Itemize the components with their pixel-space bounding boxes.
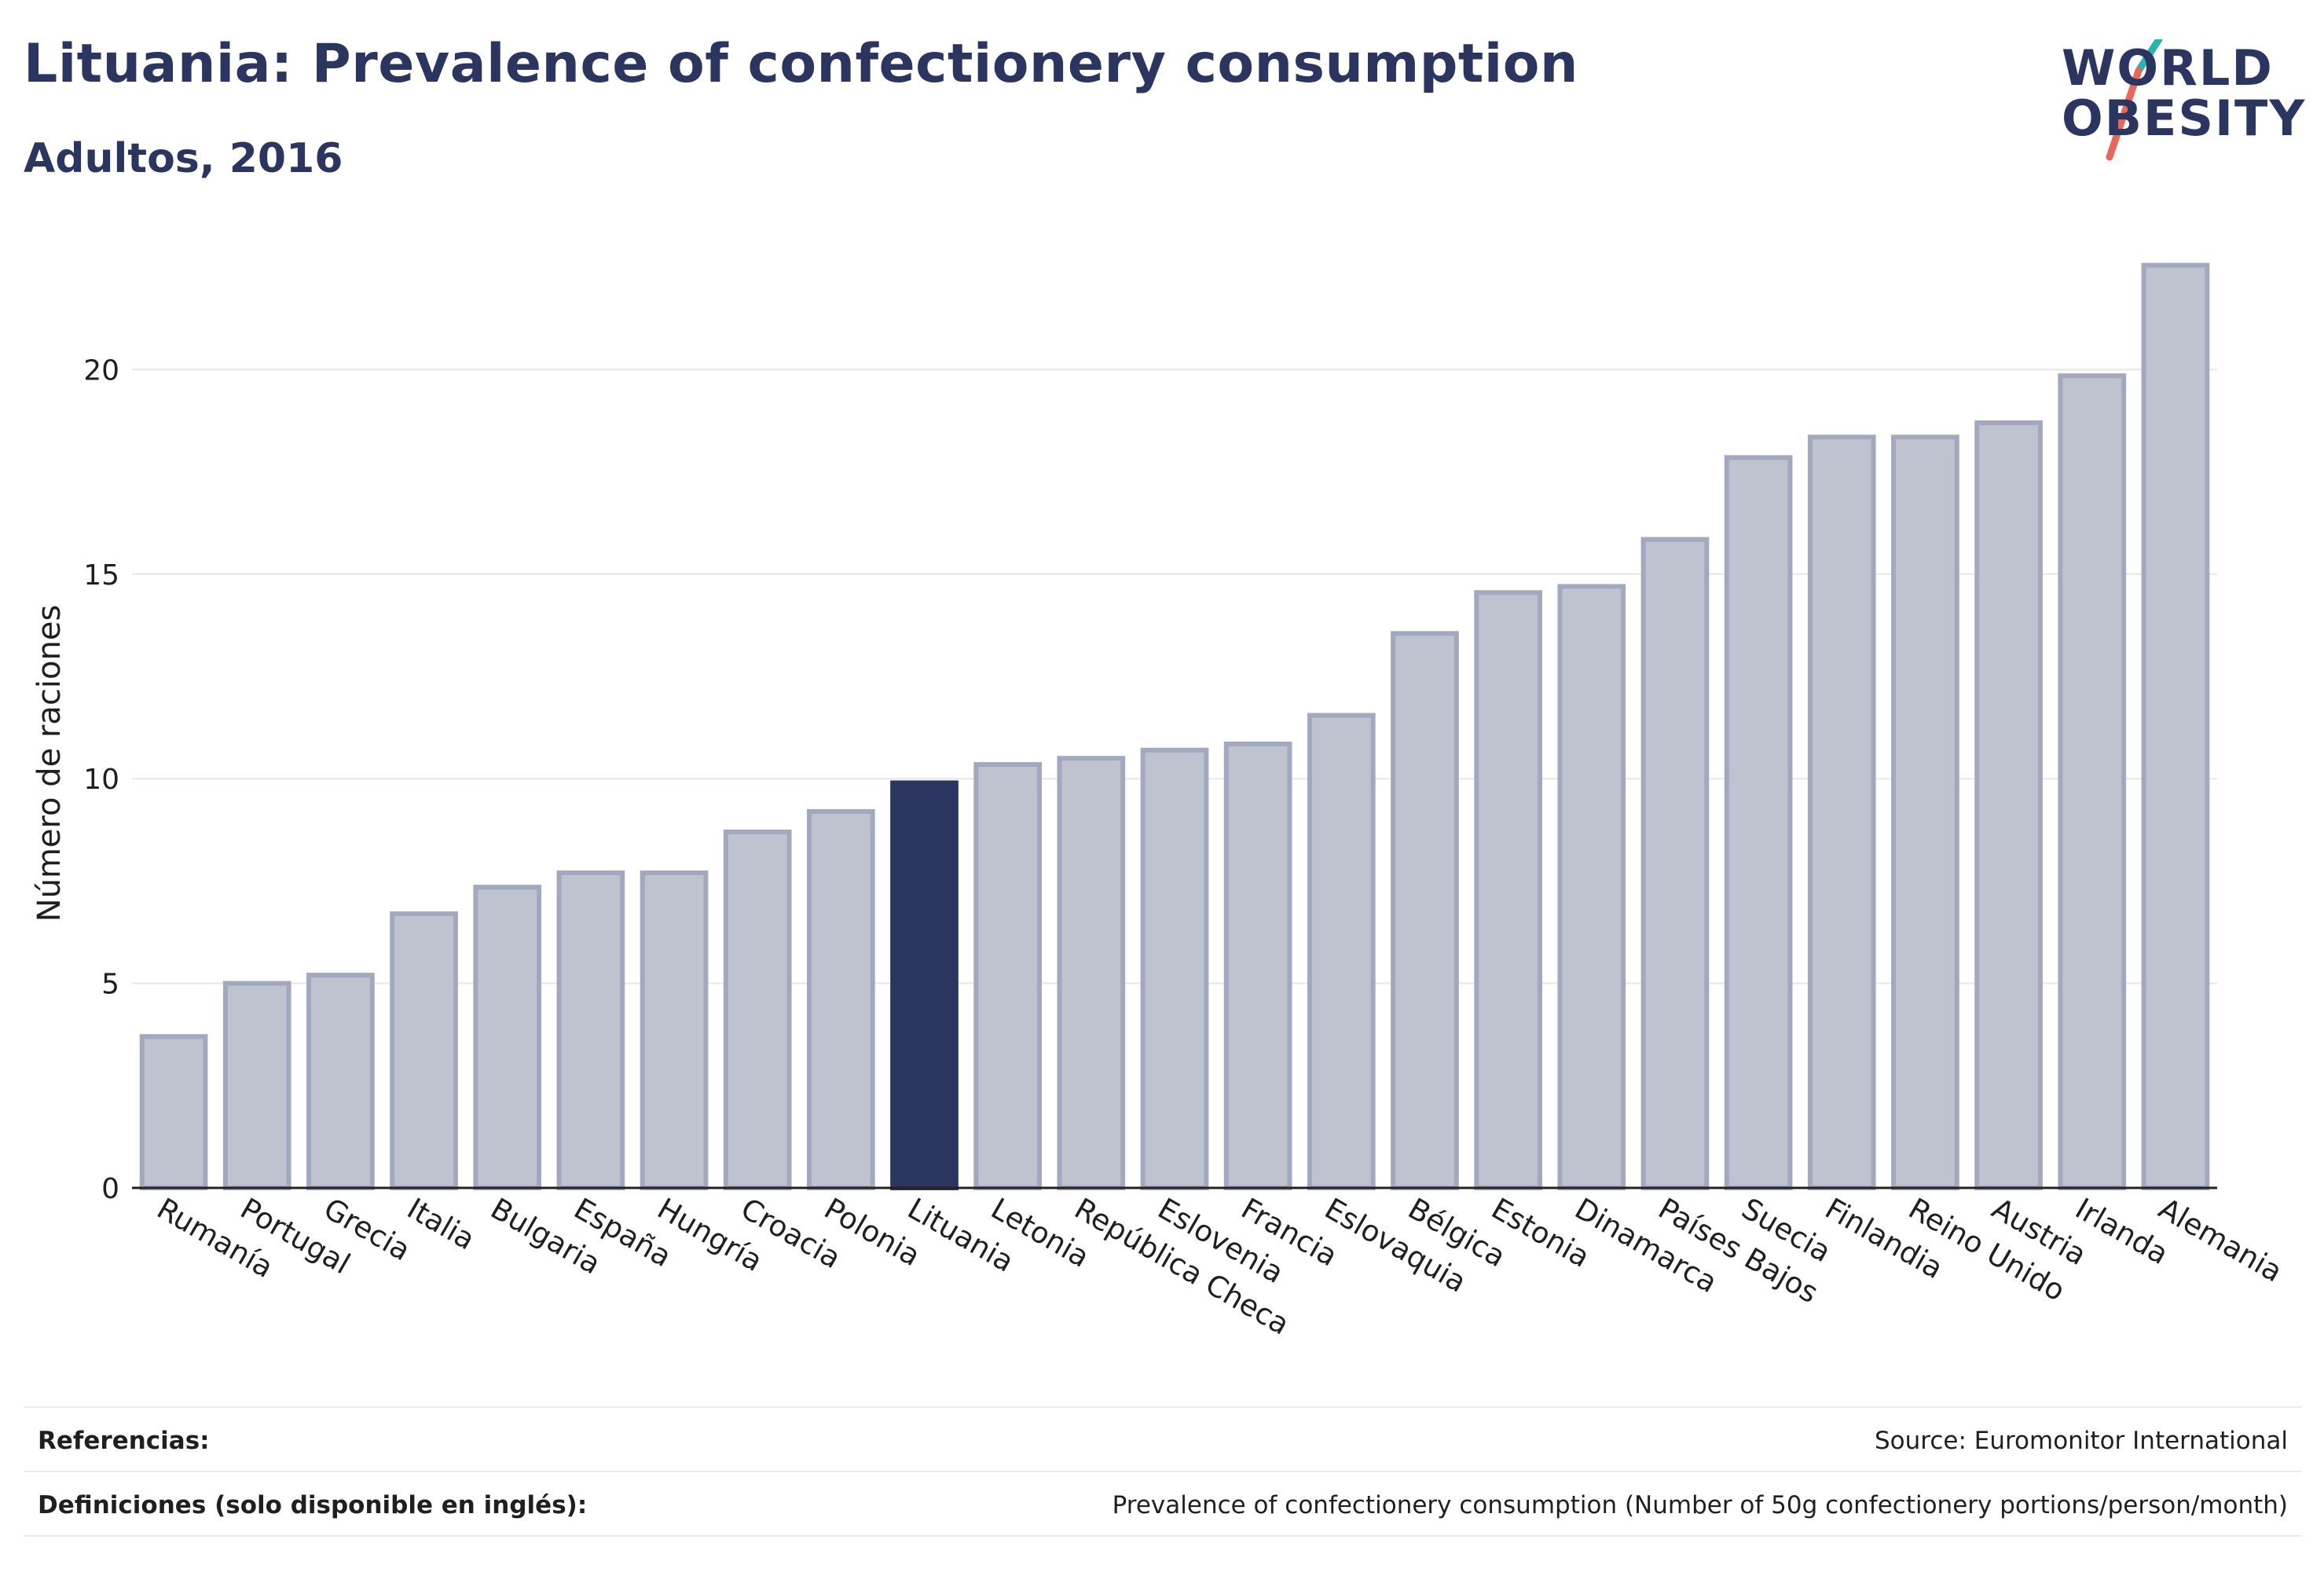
bar[interactable] [556,870,625,1190]
bar[interactable] [1474,590,1542,1190]
bar[interactable] [807,808,875,1191]
logo-slash-icon [2106,39,2163,161]
bar[interactable] [139,1034,208,1190]
y-tick-label: 5 [101,969,119,1001]
bars [139,262,2210,1191]
bar[interactable] [2141,262,2210,1190]
y-tick-labels: 0 5 10 15 20 [83,354,119,1205]
definitions-row: Definiciones (solo disponible en inglés)… [24,1471,2302,1537]
bar[interactable] [1557,584,1626,1190]
x-tick-label: Irlanda [2069,1192,2174,1272]
references-label: Referencias: [38,1427,210,1455]
bar[interactable] [222,980,291,1191]
bar[interactable] [973,761,1043,1190]
x-tick-label: Alemania [2153,1192,2288,1289]
y-axis-label: Número de raciones [31,605,68,922]
references-value: Source: Euromonitor International [1874,1427,2288,1455]
bar[interactable] [723,829,792,1191]
bar[interactable] [473,885,542,1190]
bar[interactable] [1724,455,1793,1190]
bar[interactable] [640,870,709,1190]
bar[interactable] [1974,420,2043,1190]
y-tick-label: 0 [101,1173,119,1205]
logo-word-world: WORLD [2062,39,2274,97]
bar[interactable] [1640,537,1710,1190]
bar[interactable] [306,973,375,1190]
x-tick-label: Italia [401,1192,481,1257]
definitions-label: Definiciones (solo disponible en inglés)… [38,1491,588,1519]
y-tick-label: 10 [83,764,119,796]
bar-highlighted[interactable] [890,780,959,1190]
bar[interactable] [2058,373,2127,1191]
references-row: Referencias: Source: Euromonitor Interna… [24,1406,2302,1472]
footer-divider [24,1535,2302,1537]
logo-word-obesity: OBESITY [2062,90,2307,147]
bar[interactable] [1223,741,1292,1190]
definitions-value: Prevalence of confectionery consumption … [1112,1491,2288,1519]
y-tick-label: 20 [83,354,119,387]
page-subtitle: Adultos, 2016 [24,135,343,182]
bar[interactable] [390,911,458,1191]
bar[interactable] [1807,434,1876,1190]
bar[interactable] [1391,631,1459,1190]
bar[interactable] [1307,713,1376,1190]
bar[interactable] [1891,434,1959,1190]
bar[interactable] [1140,747,1209,1190]
bar[interactable] [1057,756,1126,1190]
y-tick-label: 15 [83,559,119,592]
world-obesity-logo[interactable]: WORLD OBESITY [2051,39,2310,165]
page-title: Lituania: Prevalence of confectionery co… [24,33,1578,95]
